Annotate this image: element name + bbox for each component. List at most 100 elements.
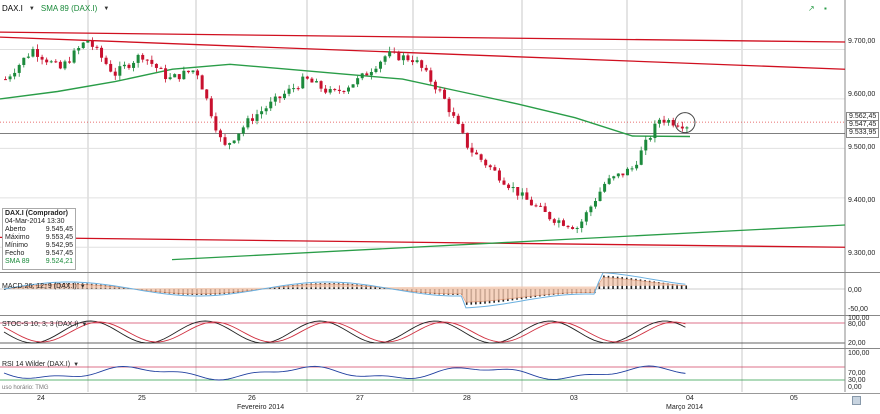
stoch-k (4, 321, 685, 343)
ohlc-info-box: DAX.I (Comprador) 04-Mar-2014 13:30 Aber… (2, 208, 76, 270)
candle-body (18, 65, 21, 73)
candle-body (585, 212, 588, 221)
candle-body (685, 127, 688, 128)
candle-body (219, 130, 222, 137)
candle-body (443, 90, 446, 99)
axis-settings-icon[interactable] (852, 396, 861, 405)
candle-body (631, 168, 634, 169)
price-tick: 9.700,00 (848, 38, 875, 45)
candle-body (521, 192, 524, 195)
candle-body (594, 201, 597, 207)
stoch-chart (0, 316, 880, 348)
candle-body (41, 57, 44, 60)
candle-body (22, 58, 25, 65)
candle-body (681, 127, 684, 129)
candle-body (192, 71, 195, 73)
macd-dropdown-icon[interactable]: ▼ (80, 284, 86, 290)
candle-body (516, 187, 519, 196)
candle-body (118, 66, 121, 76)
candle-body (576, 228, 579, 229)
rsi-tick: 100,00 (848, 350, 869, 357)
candle-body (265, 108, 268, 111)
candle-body (599, 192, 602, 201)
candle-body (86, 41, 89, 43)
rsi-dropdown-icon[interactable]: ▼ (73, 362, 79, 368)
candle-body (653, 124, 656, 138)
sma-label[interactable]: SMA 89 (DAX.I) (41, 4, 97, 13)
candle-body (182, 71, 185, 79)
price-tag-sma: 9.533,95 (846, 128, 879, 138)
info-datetime: 04-Mar-2014 13:30 (5, 218, 73, 226)
candle-body (105, 58, 108, 64)
candle-body (571, 227, 574, 229)
candle-body (274, 97, 277, 102)
macd-pane (0, 273, 880, 316)
symbol-dropdown-icon[interactable]: ▼ (29, 6, 35, 12)
candle-body (324, 89, 327, 93)
resistance-line (0, 32, 845, 42)
candle-body (470, 148, 473, 153)
candle-body (306, 77, 309, 79)
maximize-icon[interactable]: ↗ (808, 4, 815, 13)
rsi-chart (0, 349, 880, 392)
candle-body (50, 61, 53, 62)
window-icon[interactable]: ▪ (824, 4, 827, 13)
candle-body (507, 185, 510, 188)
stoch-tick: 20,00 (848, 340, 866, 347)
candle-body (114, 72, 117, 76)
candle-body (356, 78, 359, 84)
rsi-tick: 30,00 (848, 377, 866, 384)
stoch-dropdown-icon[interactable]: ▼ (82, 322, 88, 328)
candle-body (109, 64, 112, 72)
candle-body (205, 89, 208, 98)
candle-body (461, 124, 464, 133)
price-tick: 9.300,00 (848, 250, 875, 257)
price-tick: 9.500,00 (848, 144, 875, 151)
candle-body (9, 76, 12, 79)
candle-body (45, 60, 48, 63)
day-label: 03 (570, 395, 578, 402)
candle-body (489, 165, 492, 167)
candle-body (535, 205, 538, 206)
candle-body (649, 138, 652, 140)
candle-body (457, 116, 460, 124)
candle-body (338, 90, 341, 91)
candle-body (480, 154, 483, 159)
candle-body (416, 60, 419, 62)
symbol-label[interactable]: DAX.I (2, 4, 23, 13)
candle-body (68, 61, 71, 62)
candle-body (310, 79, 313, 83)
candle-body (452, 112, 455, 116)
stoch-label[interactable]: STOC-S 10; 3; 3 (DAX.I) (2, 321, 79, 328)
candle-body (137, 55, 140, 63)
stoch-label-row: STOC-S 10; 3; 3 (DAX.I) ▼ (2, 321, 87, 328)
macd-label[interactable]: MACD 26; 12; 9 (DAX.I) (2, 283, 77, 290)
day-label: 04 (686, 395, 694, 402)
month-label: Fevereiro 2014 (237, 404, 284, 411)
candle-body (640, 150, 643, 164)
candle-body (13, 73, 16, 77)
candle-body (201, 75, 204, 89)
rsi-line (4, 366, 685, 380)
candle-body (621, 174, 624, 176)
candle-body (676, 126, 679, 127)
candle-body (384, 56, 387, 61)
candle-body (251, 118, 254, 121)
day-label: 26 (248, 395, 256, 402)
candle-body (73, 50, 76, 62)
candle-body (663, 120, 666, 123)
sma-dropdown-icon[interactable]: ▼ (103, 6, 109, 12)
candle-body (63, 61, 66, 68)
rsi-label[interactable]: RSI 14 Wilder (DAX.I) (2, 361, 70, 368)
candle-body (374, 69, 377, 72)
candle-body (164, 68, 167, 79)
candle-body (127, 65, 130, 68)
day-label: 28 (463, 395, 471, 402)
stoch-pane (0, 316, 880, 349)
candle-body (438, 89, 441, 90)
candle-body (530, 200, 533, 206)
candle-body (352, 84, 355, 87)
candle-body (434, 82, 437, 90)
